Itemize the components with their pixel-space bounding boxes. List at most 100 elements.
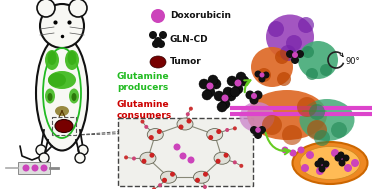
Circle shape	[239, 76, 249, 86]
Circle shape	[158, 183, 162, 187]
Ellipse shape	[69, 88, 79, 104]
Circle shape	[203, 185, 207, 189]
Circle shape	[291, 56, 299, 64]
Circle shape	[202, 90, 212, 100]
Circle shape	[314, 160, 321, 167]
Ellipse shape	[45, 88, 55, 104]
Circle shape	[221, 94, 228, 101]
Circle shape	[149, 31, 157, 39]
Circle shape	[331, 122, 347, 138]
Circle shape	[152, 40, 160, 48]
Circle shape	[337, 152, 344, 159]
Circle shape	[251, 93, 257, 99]
Circle shape	[289, 149, 296, 156]
Ellipse shape	[48, 51, 57, 65]
Circle shape	[297, 97, 317, 117]
Circle shape	[296, 50, 304, 58]
Circle shape	[144, 125, 148, 129]
Ellipse shape	[71, 93, 77, 101]
Circle shape	[208, 75, 218, 85]
Circle shape	[259, 75, 266, 83]
Text: GLN-CD: GLN-CD	[170, 36, 209, 44]
Circle shape	[187, 156, 195, 163]
Circle shape	[260, 73, 264, 77]
Circle shape	[162, 178, 167, 183]
Circle shape	[189, 107, 193, 111]
Circle shape	[41, 164, 48, 171]
Circle shape	[233, 126, 237, 130]
Circle shape	[253, 91, 263, 99]
Text: 90°: 90°	[346, 57, 360, 67]
Ellipse shape	[214, 152, 230, 164]
Ellipse shape	[298, 41, 338, 79]
Circle shape	[214, 91, 224, 101]
Circle shape	[32, 164, 38, 171]
Circle shape	[186, 119, 192, 123]
Circle shape	[203, 172, 208, 177]
Circle shape	[286, 35, 302, 51]
Circle shape	[301, 164, 309, 172]
Circle shape	[186, 112, 190, 116]
Circle shape	[159, 31, 167, 39]
Circle shape	[262, 115, 282, 135]
Circle shape	[339, 160, 346, 167]
Circle shape	[316, 167, 324, 175]
Circle shape	[254, 70, 262, 77]
Circle shape	[317, 157, 324, 164]
Circle shape	[282, 146, 289, 153]
Ellipse shape	[48, 73, 66, 87]
Circle shape	[149, 135, 154, 140]
Circle shape	[199, 79, 209, 89]
Ellipse shape	[55, 119, 73, 132]
Ellipse shape	[247, 90, 327, 140]
Text: Glutamine
producers: Glutamine producers	[117, 72, 170, 92]
Ellipse shape	[140, 152, 156, 164]
Ellipse shape	[240, 102, 275, 132]
Circle shape	[282, 125, 302, 145]
Circle shape	[157, 129, 162, 134]
Ellipse shape	[193, 171, 209, 183]
Circle shape	[227, 76, 237, 86]
Circle shape	[179, 125, 183, 129]
Ellipse shape	[48, 93, 52, 101]
Ellipse shape	[48, 71, 76, 89]
Ellipse shape	[147, 129, 163, 141]
Circle shape	[258, 126, 266, 134]
Circle shape	[334, 154, 341, 161]
Circle shape	[157, 40, 165, 48]
FancyBboxPatch shape	[118, 118, 253, 186]
Circle shape	[150, 153, 154, 158]
Circle shape	[132, 156, 136, 160]
Text: Tumor: Tumor	[170, 57, 202, 67]
Circle shape	[217, 102, 227, 112]
Ellipse shape	[65, 50, 79, 70]
Circle shape	[22, 164, 29, 171]
Circle shape	[255, 127, 261, 133]
Circle shape	[233, 84, 243, 94]
Circle shape	[36, 145, 46, 155]
Circle shape	[351, 159, 359, 167]
Ellipse shape	[150, 56, 166, 68]
Ellipse shape	[45, 50, 59, 70]
Circle shape	[124, 155, 128, 160]
Circle shape	[170, 172, 175, 177]
Circle shape	[257, 68, 271, 82]
Circle shape	[230, 87, 240, 97]
Circle shape	[224, 153, 228, 158]
Ellipse shape	[207, 129, 223, 141]
Circle shape	[195, 178, 200, 183]
Circle shape	[246, 91, 254, 99]
Circle shape	[307, 120, 327, 140]
Circle shape	[263, 71, 269, 78]
Circle shape	[225, 128, 229, 132]
Circle shape	[220, 99, 230, 109]
Circle shape	[344, 164, 352, 172]
Circle shape	[75, 153, 85, 163]
Ellipse shape	[292, 142, 368, 184]
Circle shape	[141, 120, 144, 124]
Text: Glutamine
consumers: Glutamine consumers	[117, 100, 172, 120]
Circle shape	[306, 151, 314, 159]
Circle shape	[336, 154, 344, 162]
Ellipse shape	[67, 51, 77, 65]
Circle shape	[314, 130, 330, 146]
